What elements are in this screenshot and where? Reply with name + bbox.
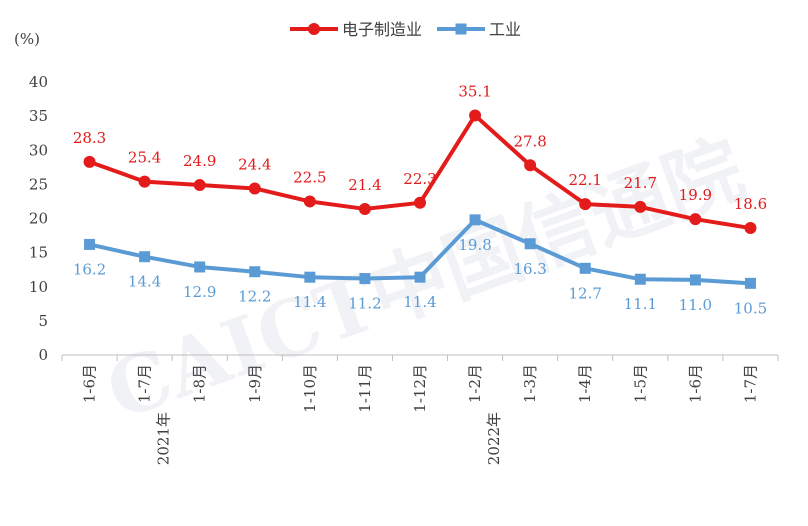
x-tick-label: 1-5月 <box>631 364 649 403</box>
year-label: 2021年 <box>155 412 173 465</box>
y-tick-label: 15 <box>29 244 48 262</box>
data-label: 14.4 <box>128 273 161 291</box>
data-label: 11.2 <box>348 295 381 313</box>
x-tick-label: 1-10月 <box>301 364 319 413</box>
x-tick-label: 1-6月 <box>81 364 99 403</box>
data-point <box>579 198 592 211</box>
data-point <box>84 238 96 250</box>
data-label: 19.8 <box>458 236 491 254</box>
y-tick-label: 35 <box>29 107 48 125</box>
data-label: 11.4 <box>403 293 436 311</box>
data-point <box>579 262 591 274</box>
y-tick-label: 30 <box>29 141 48 159</box>
data-point <box>524 159 537 172</box>
legend: 电子制造业 工业 <box>290 20 521 39</box>
legend-marker <box>455 23 467 35</box>
data-label: 24.9 <box>183 152 216 170</box>
data-label: 28.3 <box>73 129 106 147</box>
axes: (%) 0 5 10 15 20 25 30 35 40 1-6月 1-7月 1-8月 1-9月 1-10月… <box>14 30 779 465</box>
data-label: 22.5 <box>293 168 326 186</box>
y-unit-label: (%) <box>14 30 40 48</box>
data-point <box>524 238 536 250</box>
data-point <box>248 182 261 195</box>
x-tick-label: 1-11月 <box>356 364 374 413</box>
data-label: 11.0 <box>679 296 712 314</box>
data-point <box>469 214 481 226</box>
data-point <box>358 202 371 215</box>
x-tick-label: 1-3月 <box>521 364 539 403</box>
y-tick-label: 20 <box>29 210 48 228</box>
data-label: 22.1 <box>569 171 602 189</box>
data-point <box>304 271 316 283</box>
data-label: 10.5 <box>734 299 767 317</box>
data-label: 18.6 <box>734 195 767 213</box>
data-point <box>83 155 96 168</box>
data-label: 12.7 <box>569 284 602 302</box>
x-tick-label: 1-7月 <box>136 364 154 403</box>
data-point <box>414 271 426 283</box>
data-label: 12.9 <box>183 283 216 301</box>
data-point <box>139 251 151 263</box>
data-point <box>689 213 702 226</box>
data-point <box>194 261 206 273</box>
y-tick-label: 40 <box>29 73 48 91</box>
data-label: 16.3 <box>513 260 546 278</box>
data-point <box>469 109 482 122</box>
data-label: 25.4 <box>128 149 161 167</box>
x-tick-label: 1-4月 <box>576 364 594 403</box>
data-label: 24.4 <box>238 155 271 173</box>
data-point <box>634 200 647 213</box>
legend-label: 工业 <box>489 20 521 39</box>
x-tick-label: 1-2月 <box>466 364 484 403</box>
legend-label: 电子制造业 <box>342 20 422 39</box>
data-label: 19.9 <box>679 186 712 204</box>
data-point <box>249 266 261 278</box>
series-layer <box>83 109 757 289</box>
data-label: 11.1 <box>624 295 657 313</box>
data-label: 16.2 <box>73 260 106 278</box>
legend-marker <box>308 23 320 35</box>
x-tick-label: 1-12月 <box>411 364 429 413</box>
x-tick-label: 1-6月 <box>686 364 704 403</box>
data-point <box>414 196 426 209</box>
y-tick-label: 5 <box>38 312 48 330</box>
data-point <box>689 274 701 286</box>
year-label: 2022年 <box>485 412 503 465</box>
data-point <box>303 195 316 208</box>
data-point <box>193 179 206 192</box>
data-point <box>744 277 756 289</box>
data-point <box>634 273 646 285</box>
data-point <box>744 222 757 235</box>
y-tick-label: 25 <box>29 175 48 193</box>
x-tick-label: 1-7月 <box>741 364 759 403</box>
data-label: 35.1 <box>458 82 491 100</box>
data-label: 21.4 <box>348 176 381 194</box>
data-point <box>138 175 151 188</box>
y-tick-label: 10 <box>29 278 48 296</box>
x-tick-label: 1-8月 <box>191 364 209 403</box>
data-label: 12.2 <box>238 288 271 306</box>
x-tick-label: 1-9月 <box>246 364 264 403</box>
data-point <box>359 273 371 285</box>
data-label: 11.4 <box>293 293 326 311</box>
data-label: 22.3 <box>403 170 436 188</box>
data-label: 27.8 <box>513 132 546 150</box>
data-labels: 28.3 25.4 24.9 24.4 22.5 21.4 22.3 35.1 27.8 22.1… <box>73 82 767 317</box>
y-tick-label: 0 <box>38 346 48 364</box>
data-label: 21.7 <box>624 174 657 192</box>
